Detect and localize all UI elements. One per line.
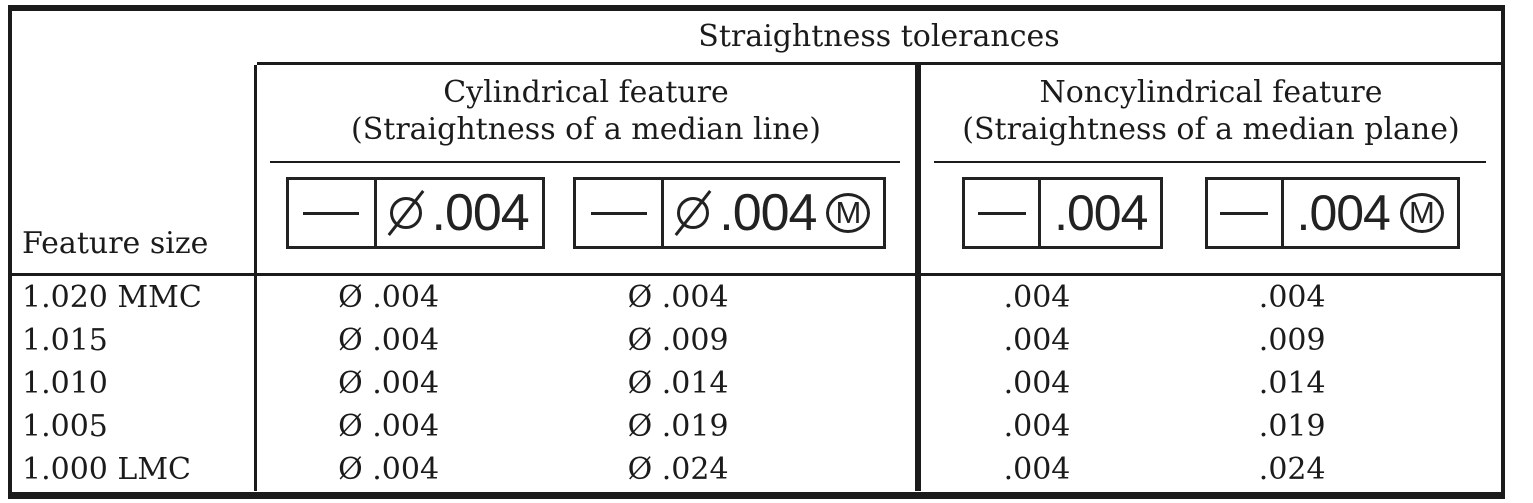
noncyl-rfs-value: .004 — [1003, 452, 1071, 487]
noncyl-mmc-value: .009 — [1258, 323, 1326, 358]
noncyl-rfs-value: .004 — [1003, 280, 1071, 315]
tolerance-value: .004 — [431, 184, 530, 242]
mmc-modifier-icon: M — [826, 193, 871, 233]
noncyl-rfs-value: .004 — [1003, 409, 1071, 444]
noncylindrical-section-header: Noncylindrical feature (Straightness of … — [921, 65, 1501, 273]
feature-control-frame-cyl-rfs: .004 — [285, 177, 545, 249]
cylindrical-fcf-row: .004 .004 M — [257, 177, 915, 249]
straightness-symbol-icon — [977, 211, 1026, 215]
cyl-mmc-value: Ø .014 — [627, 366, 729, 401]
section-title-line1: Cylindrical feature — [443, 75, 729, 110]
noncylindrical-values: .004 .024 — [921, 448, 1501, 491]
cyl-mmc-value: Ø .004 — [627, 280, 729, 315]
noncyl-mmc-value: .014 — [1258, 366, 1326, 401]
feature-control-frame-noncyl-mmc: .004 M — [1204, 177, 1460, 249]
cyl-rfs-value: Ø .004 — [338, 452, 440, 487]
feature-size-cell: 1.010 — [12, 362, 257, 405]
cylindrical-section-header: Cylindrical feature (Straightness of a m… — [257, 65, 921, 273]
noncyl-mmc-value: .024 — [1258, 452, 1326, 487]
section-title-line2: (Straightness of a median line) — [351, 112, 821, 147]
symbol-compartment — [576, 180, 665, 246]
noncylindrical-fcf-row: .004 .004 M — [921, 177, 1501, 249]
noncylindrical-values: .004 .009 — [921, 319, 1501, 362]
symbol-compartment — [1208, 180, 1284, 246]
section-title-rule — [270, 161, 900, 163]
tolerance-compartment: .004 M — [1284, 180, 1457, 246]
cyl-rfs-value: Ø .004 — [338, 280, 440, 315]
cyl-mmc-value: Ø .019 — [627, 409, 729, 444]
feature-size-header: Feature size — [12, 65, 257, 273]
cyl-rfs-value: Ø .004 — [338, 409, 440, 444]
cyl-rfs-value: Ø .004 — [338, 323, 440, 358]
cyl-mmc-value: Ø .009 — [627, 323, 729, 358]
tolerance-compartment: .004 M — [664, 180, 883, 246]
feature-size-cell: 1.020 MMC — [12, 276, 257, 319]
noncyl-mmc-value: .019 — [1258, 409, 1326, 444]
title-spacer — [12, 11, 257, 65]
diameter-symbol-icon — [389, 197, 422, 229]
cylindrical-values: Ø .004 Ø .014 — [257, 362, 921, 405]
table-row: 1.020 MMC Ø .004 Ø .004 .004 .004 — [12, 276, 1501, 319]
table-title-row: Straightness tolerances — [12, 11, 1501, 65]
cylindrical-values: Ø .004 Ø .009 — [257, 319, 921, 362]
diameter-symbol-icon — [677, 197, 710, 229]
section-title-rule — [934, 161, 1486, 163]
noncylindrical-section-title: Noncylindrical feature (Straightness of … — [921, 65, 1501, 148]
tolerance-compartment: .004 — [1041, 180, 1160, 246]
noncylindrical-values: .004 .004 — [921, 276, 1501, 319]
tolerance-value: .004 — [1296, 185, 1391, 241]
cylindrical-values: Ø .004 Ø .019 — [257, 405, 921, 448]
tolerance-value: .004 — [719, 184, 817, 242]
feature-size-cell: 1.000 LMC — [12, 448, 257, 491]
table-header-row: Feature size Cylindrical feature (Straig… — [12, 65, 1501, 276]
table-row: 1.015 Ø .004 Ø .009 .004 .009 — [12, 319, 1501, 362]
straightness-symbol-icon — [303, 211, 360, 215]
straightness-tolerances-table: Straightness tolerances Feature size Cyl… — [8, 5, 1505, 499]
feature-control-frame-noncyl-rfs: .004 — [962, 177, 1164, 249]
cylindrical-section-title: Cylindrical feature (Straightness of a m… — [257, 65, 915, 148]
table-title: Straightness tolerances — [257, 11, 1501, 65]
cyl-rfs-value: Ø .004 — [338, 366, 440, 401]
cylindrical-values: Ø .004 Ø .024 — [257, 448, 921, 491]
straightness-symbol-icon — [590, 211, 647, 215]
mmc-modifier-icon: M — [1399, 193, 1444, 233]
tolerance-value: .004 — [1054, 185, 1148, 241]
noncyl-mmc-value: .004 — [1258, 280, 1326, 315]
noncyl-rfs-value: .004 — [1003, 366, 1071, 401]
feature-size-cell: 1.015 — [12, 319, 257, 362]
tolerance-compartment: .004 — [377, 180, 542, 246]
table-row: 1.010 Ø .004 Ø .014 .004 .014 — [12, 362, 1501, 405]
symbol-compartment — [965, 180, 1042, 246]
cyl-mmc-value: Ø .024 — [627, 452, 729, 487]
noncylindrical-values: .004 .014 — [921, 362, 1501, 405]
noncyl-rfs-value: .004 — [1003, 323, 1071, 358]
table-row: 1.005 Ø .004 Ø .019 .004 .019 — [12, 405, 1501, 448]
section-title-line1: Noncylindrical feature — [1039, 75, 1383, 110]
section-title-line2: (Straightness of a median plane) — [962, 112, 1460, 147]
table-row: 1.000 LMC Ø .004 Ø .024 .004 .024 — [12, 448, 1501, 491]
feature-size-cell: 1.005 — [12, 405, 257, 448]
straightness-symbol-icon — [1220, 211, 1269, 215]
symbol-compartment — [289, 180, 377, 246]
cylindrical-values: Ø .004 Ø .004 — [257, 276, 921, 319]
feature-control-frame-cyl-mmc: .004 M — [573, 177, 887, 249]
noncylindrical-values: .004 .019 — [921, 405, 1501, 448]
